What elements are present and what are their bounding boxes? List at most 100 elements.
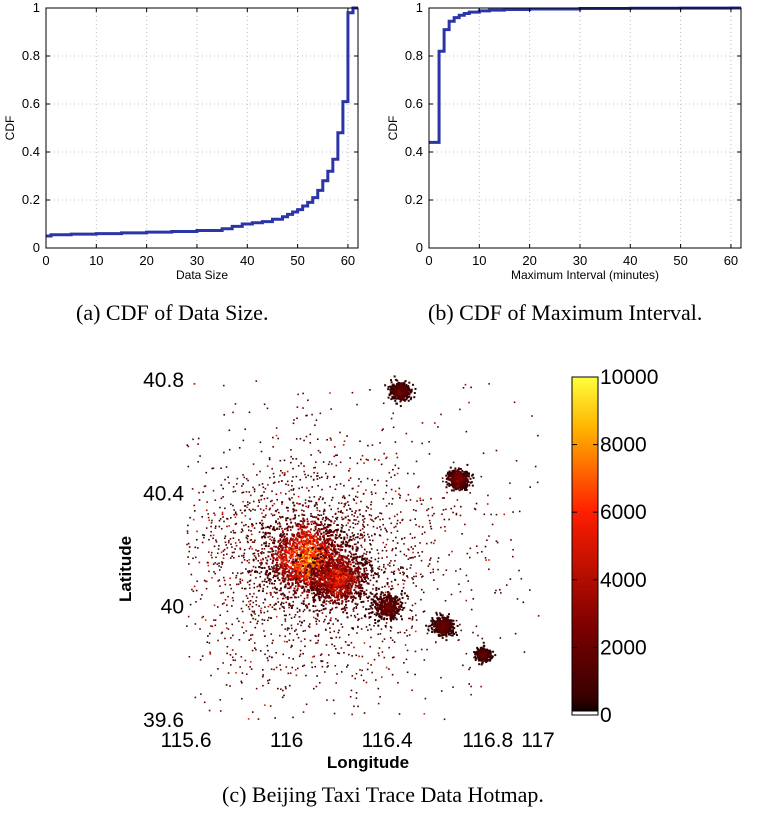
heatmap-cell bbox=[217, 639, 219, 642]
heatmap-cell bbox=[261, 551, 263, 553]
heatmap-cell bbox=[290, 489, 293, 491]
heatmap-cell bbox=[339, 461, 342, 464]
heatmap-cell bbox=[318, 528, 321, 531]
heatmap-cell bbox=[348, 550, 351, 553]
heatmap-cell bbox=[292, 511, 295, 513]
heatmap-cell bbox=[296, 566, 299, 569]
heatmap-cell bbox=[346, 563, 349, 566]
heatmap-cell bbox=[266, 610, 269, 613]
heatmap-cell bbox=[264, 578, 266, 581]
heatmap-cell bbox=[211, 519, 213, 522]
heatmap-cell bbox=[347, 522, 349, 524]
heatmap-cell bbox=[289, 526, 292, 529]
heatmap-cell bbox=[353, 515, 355, 517]
heatmap-cell bbox=[246, 559, 249, 562]
heatmap-cell bbox=[378, 565, 381, 568]
heatmap-cell bbox=[440, 526, 442, 529]
heatmap-cell bbox=[273, 476, 275, 478]
heatmap-cell bbox=[197, 443, 199, 445]
heatmap-cell bbox=[331, 599, 333, 602]
heatmap-cell bbox=[390, 596, 393, 599]
heatmap-cell bbox=[271, 548, 274, 551]
heatmap-cell bbox=[288, 639, 291, 642]
heatmap-cell bbox=[325, 560, 328, 563]
heatmap-cell bbox=[314, 561, 317, 564]
heatmap-cell bbox=[299, 556, 302, 559]
heatmap-cell bbox=[291, 539, 294, 542]
heatmap-cell bbox=[298, 584, 301, 587]
heatmap-cell bbox=[301, 561, 304, 564]
heatmap-cell bbox=[210, 551, 213, 554]
heatmap-cell bbox=[276, 523, 279, 525]
heatmap-cell bbox=[355, 581, 358, 584]
heatmap-cell bbox=[325, 532, 328, 535]
heatmap-cell bbox=[318, 578, 321, 581]
heatmap-cell bbox=[228, 448, 231, 451]
heatmap-cell bbox=[279, 525, 282, 528]
heatmap-cell bbox=[193, 510, 196, 512]
heatmap-cell bbox=[208, 538, 210, 541]
heatmap-cell bbox=[348, 539, 351, 542]
heatmap-cell bbox=[198, 561, 201, 564]
heatmap-cell bbox=[351, 713, 353, 716]
heatmap-cell bbox=[282, 542, 284, 545]
heatmap-cell bbox=[411, 689, 413, 692]
heatmap-cell bbox=[359, 533, 362, 535]
heatmap-cell bbox=[268, 655, 271, 658]
heatmap-cell bbox=[447, 474, 450, 477]
heatmap-cell bbox=[341, 518, 344, 521]
heatmap-cell bbox=[302, 556, 305, 559]
heatmap-cell bbox=[296, 611, 299, 613]
heatmap-cell bbox=[279, 515, 281, 518]
heatmap-cell bbox=[207, 551, 210, 553]
heatmap-cell bbox=[428, 629, 430, 632]
heatmap-cell bbox=[297, 522, 300, 525]
heatmap-cell bbox=[344, 583, 347, 586]
heatmap-cell bbox=[337, 594, 340, 597]
heatmap-cell bbox=[384, 527, 386, 530]
heatmap-cell bbox=[284, 686, 287, 688]
heatmap-cell bbox=[303, 510, 305, 512]
heatmap-cell bbox=[362, 519, 364, 521]
heatmap-cell bbox=[275, 571, 278, 574]
heatmap-cell bbox=[317, 484, 319, 487]
heatmap-cell bbox=[208, 709, 211, 712]
heatmap-cell bbox=[412, 548, 414, 550]
heatmap-cell bbox=[354, 597, 357, 600]
heatmap-cell bbox=[353, 519, 355, 521]
heatmap-cell bbox=[223, 451, 225, 454]
heatmap-cell bbox=[452, 469, 455, 472]
heatmap-cell bbox=[224, 637, 226, 640]
heatmap-cell bbox=[314, 634, 317, 637]
heatmap-cell bbox=[363, 580, 366, 583]
heatmap-cell bbox=[221, 603, 224, 605]
heatmap-cell bbox=[296, 581, 299, 584]
heatmap-cell bbox=[405, 555, 408, 557]
heatmap-cell bbox=[465, 486, 468, 489]
heatmap-cell bbox=[337, 566, 339, 569]
heatmap-cell bbox=[268, 532, 271, 535]
heatmap-cell bbox=[385, 666, 388, 669]
heatmap-cell bbox=[279, 523, 281, 525]
heatmap-cell bbox=[272, 556, 275, 559]
heatmap-cell bbox=[297, 393, 299, 396]
heatmap-cell bbox=[509, 578, 512, 580]
heatmap-cell bbox=[270, 553, 273, 556]
heatmap-cell bbox=[388, 517, 391, 520]
heatmap-cell bbox=[271, 504, 274, 507]
heatmap-cell bbox=[347, 580, 350, 583]
heatmap-cell bbox=[291, 485, 293, 487]
heatmap-cell bbox=[260, 552, 262, 554]
heatmap-cell bbox=[265, 526, 267, 529]
heatmap-cell bbox=[349, 477, 352, 479]
heatmap-cell bbox=[258, 484, 261, 486]
heatmap-cell bbox=[223, 548, 226, 551]
heatmap-cell bbox=[311, 539, 314, 542]
heatmap-cell bbox=[461, 533, 463, 535]
heatmap-cell bbox=[225, 466, 228, 468]
heatmap-cell bbox=[232, 504, 234, 507]
heatmap-cell bbox=[211, 467, 214, 470]
heatmap-cell bbox=[316, 590, 319, 593]
heatmap-cell bbox=[444, 525, 446, 528]
heatmap-cell bbox=[317, 527, 320, 530]
